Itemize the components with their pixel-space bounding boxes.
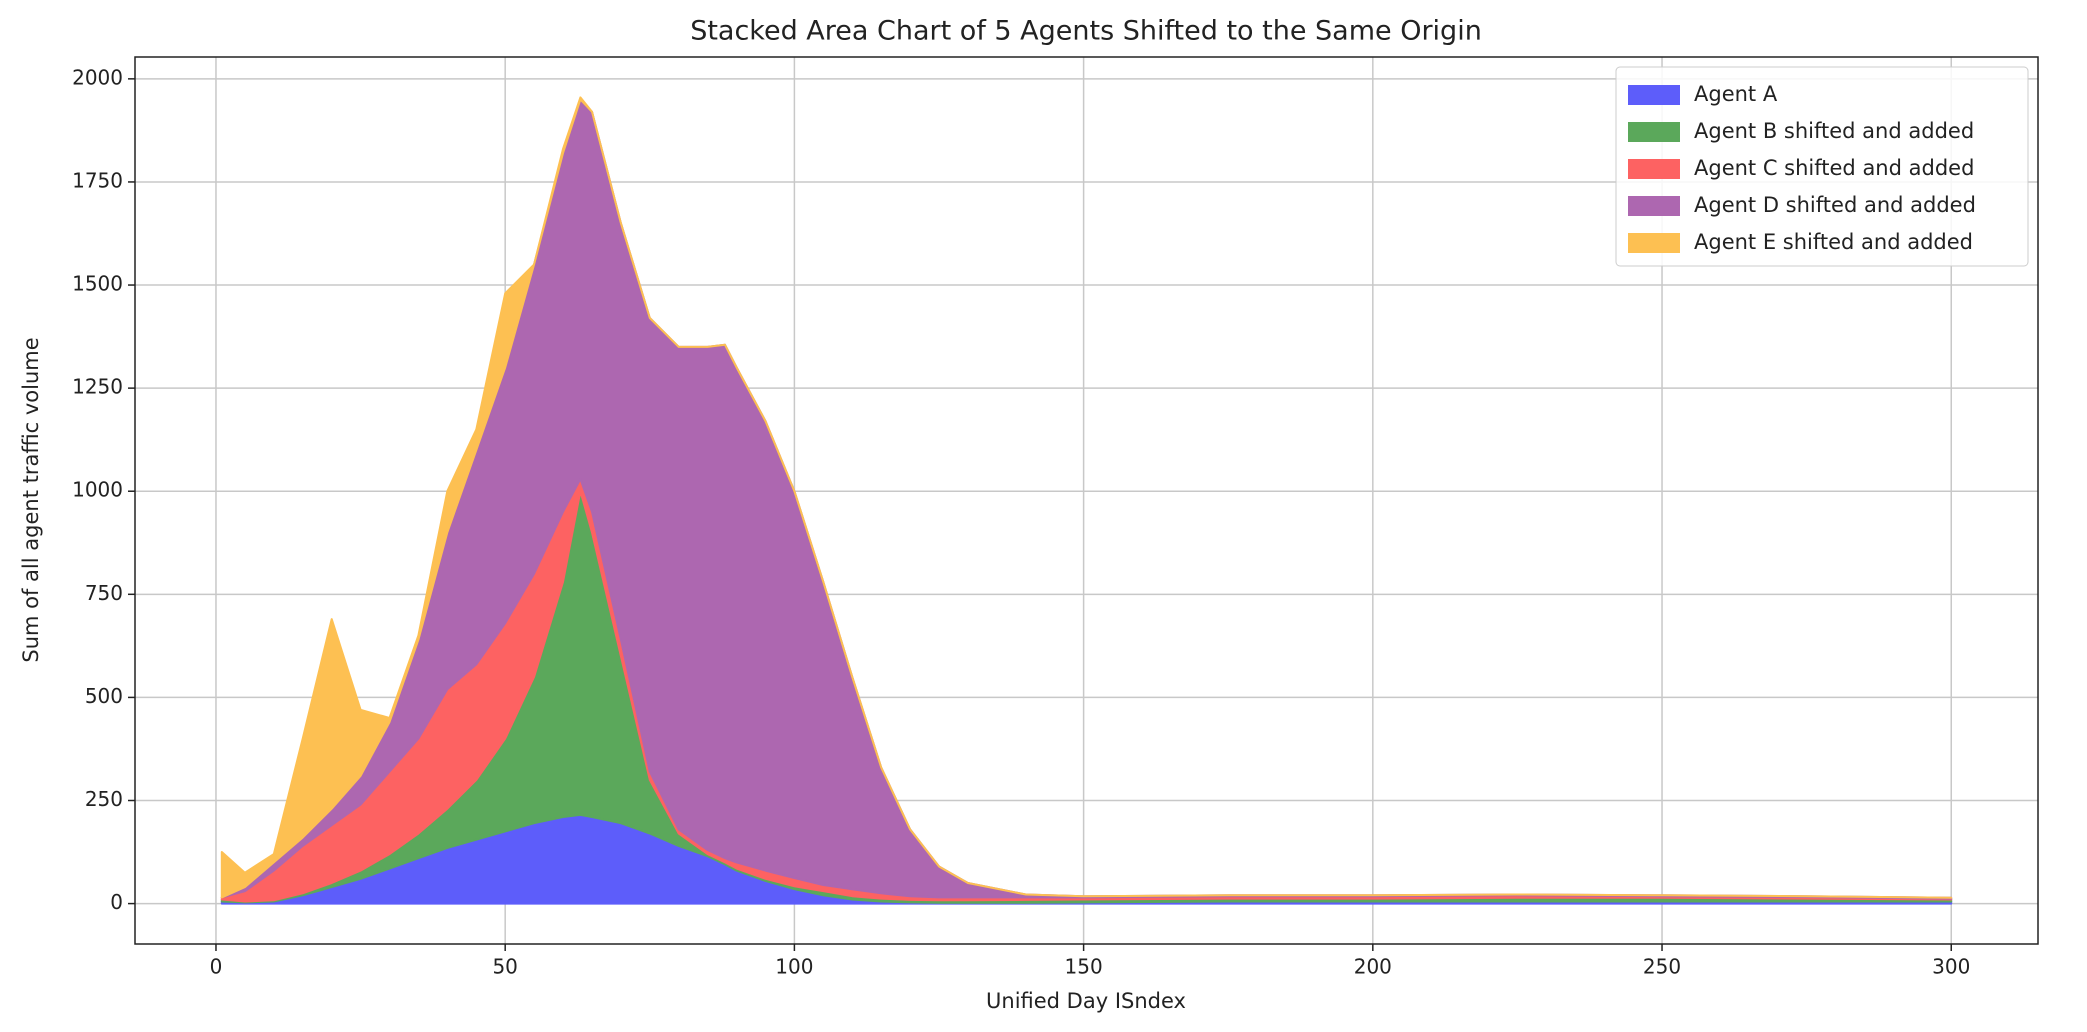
legend-swatch bbox=[1628, 122, 1680, 142]
y-tick-label: 1750 bbox=[72, 168, 123, 192]
legend-label: Agent B shifted and added bbox=[1694, 119, 1974, 143]
y-tick-label: 1500 bbox=[72, 272, 123, 296]
x-tick-label: 300 bbox=[1932, 955, 1970, 979]
plot-frame bbox=[134, 56, 2039, 945]
x-tick-label: 250 bbox=[1643, 955, 1681, 979]
x-tick-label: 100 bbox=[775, 955, 813, 979]
chart-title: Stacked Area Chart of 5 Agents Shifted t… bbox=[690, 16, 1482, 47]
legend-label: Agent A bbox=[1694, 82, 1778, 106]
legend: Agent A Agent B shifted and added Agent C … bbox=[1615, 66, 2029, 267]
y-tick-label: 750 bbox=[85, 581, 123, 605]
y-tick-label: 2000 bbox=[72, 65, 123, 89]
y-tick-label: 1000 bbox=[72, 478, 123, 502]
y-tick-label: 500 bbox=[85, 684, 123, 708]
legend-swatch bbox=[1628, 233, 1680, 253]
legend-label: Agent E shifted and added bbox=[1694, 230, 1973, 254]
legend-box bbox=[1615, 66, 2029, 267]
y-tick-label: 0 bbox=[110, 890, 123, 914]
legend-swatch bbox=[1628, 196, 1680, 216]
x-tick-label: 200 bbox=[1354, 955, 1392, 979]
x-tick-label: 150 bbox=[1065, 955, 1103, 979]
legend-label: Agent C shifted and added bbox=[1694, 156, 1974, 180]
x-axis-label: Unified Day ISndex bbox=[986, 989, 1186, 1013]
legend-label: Agent D shifted and added bbox=[1694, 193, 1976, 217]
y-tick-label: 1250 bbox=[72, 375, 123, 399]
area bbox=[220, 96, 1953, 899]
x-tick-label: 0 bbox=[210, 955, 223, 979]
y-tick-label: 250 bbox=[85, 787, 123, 811]
legend-swatch bbox=[1628, 159, 1680, 179]
x-tick-label: 50 bbox=[492, 955, 517, 979]
legend-swatch bbox=[1628, 85, 1680, 105]
y-axis-label: Sum of all agent traffic volume bbox=[19, 337, 43, 662]
